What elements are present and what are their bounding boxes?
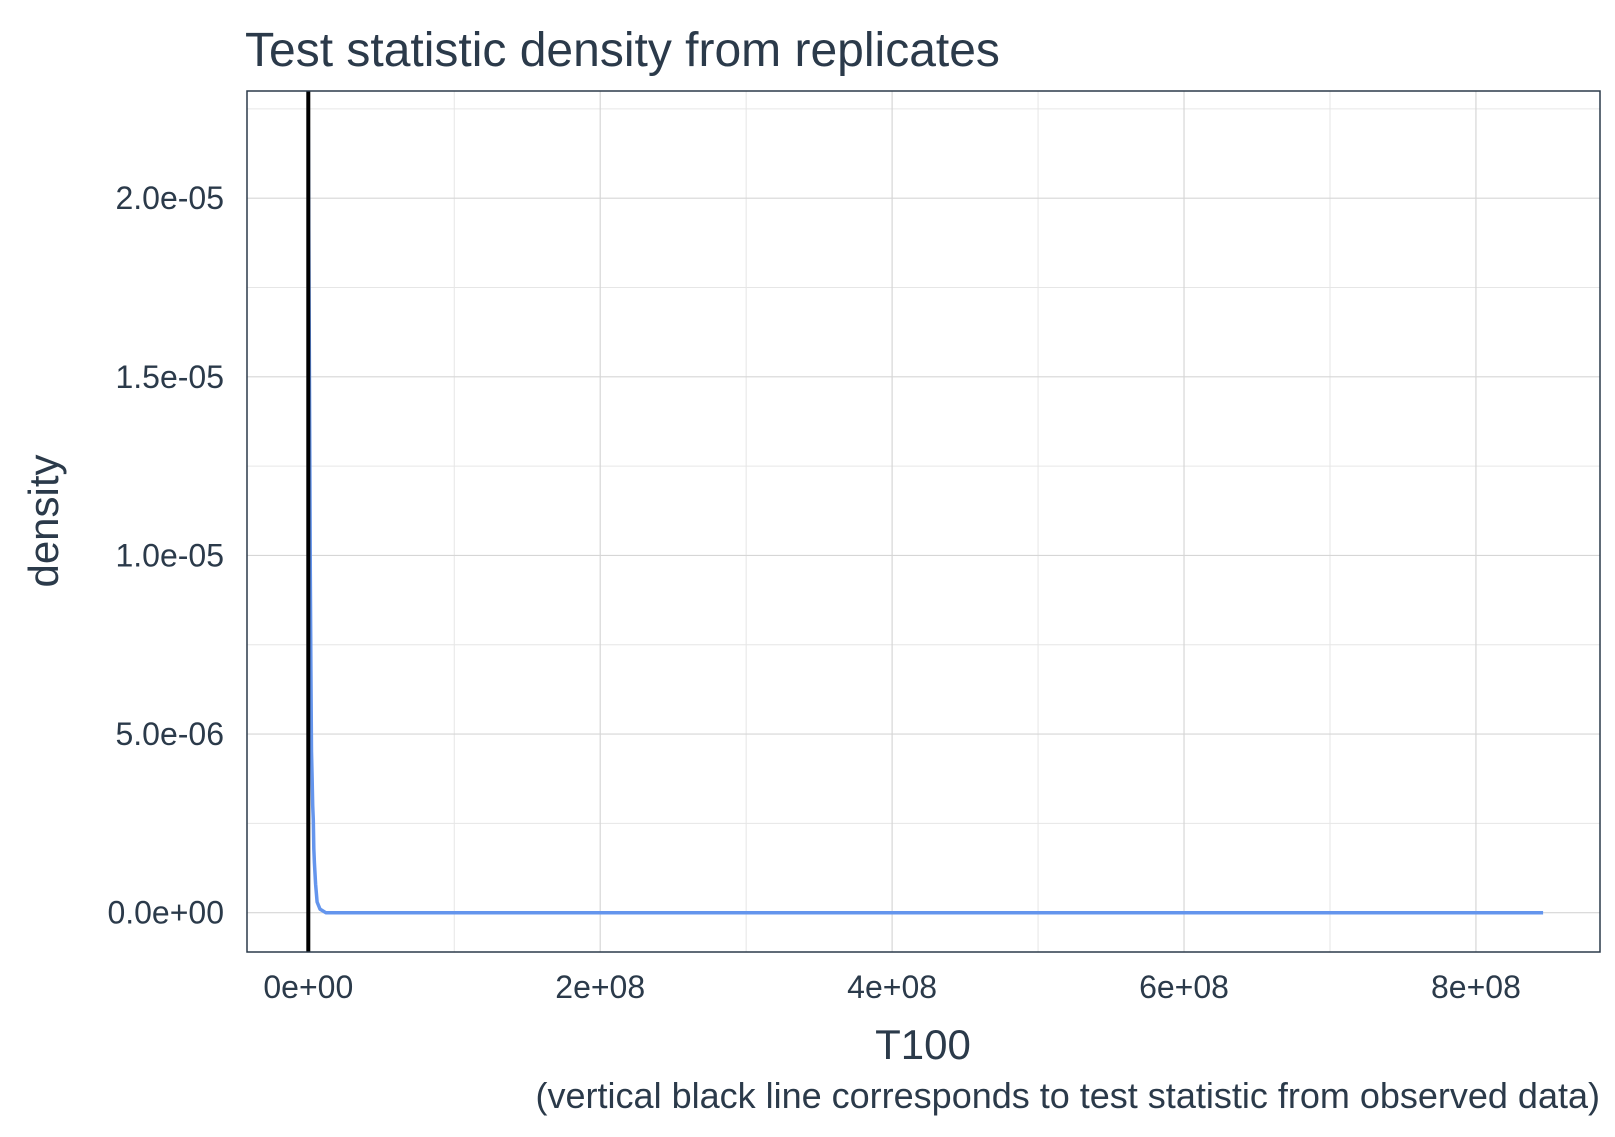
x-tick-label: 6e+08 bbox=[1139, 969, 1229, 1005]
chart-caption: (vertical black line corresponds to test… bbox=[536, 1075, 1600, 1116]
y-tick-label: 1.5e-05 bbox=[115, 359, 224, 395]
y-axis-title: density bbox=[20, 454, 67, 587]
y-tick-label: 1.0e-05 bbox=[115, 537, 224, 573]
chart-title: Test statistic density from replicates bbox=[245, 24, 1000, 77]
grid-lines bbox=[247, 91, 1600, 952]
plot-data bbox=[306, 91, 1544, 952]
density-line bbox=[306, 126, 1544, 915]
x-tick-label: 4e+08 bbox=[847, 969, 937, 1005]
axis-labels: 0e+00 2e+08 4e+08 6e+08 8e+08 0.0e+00 5.0e-06 1… bbox=[107, 180, 1520, 1005]
y-tick-label: 5.0e-06 bbox=[115, 716, 224, 752]
y-tick-label: 0.0e+00 bbox=[107, 895, 224, 931]
x-axis-title: T100 bbox=[875, 1021, 971, 1068]
x-tick-label: 2e+08 bbox=[555, 969, 645, 1005]
x-tick-label: 8e+08 bbox=[1431, 969, 1521, 1005]
y-tick-label: 2.0e-05 bbox=[115, 180, 224, 216]
x-tick-label: 0e+00 bbox=[263, 969, 353, 1005]
panel-border bbox=[246, 90, 1601, 953]
